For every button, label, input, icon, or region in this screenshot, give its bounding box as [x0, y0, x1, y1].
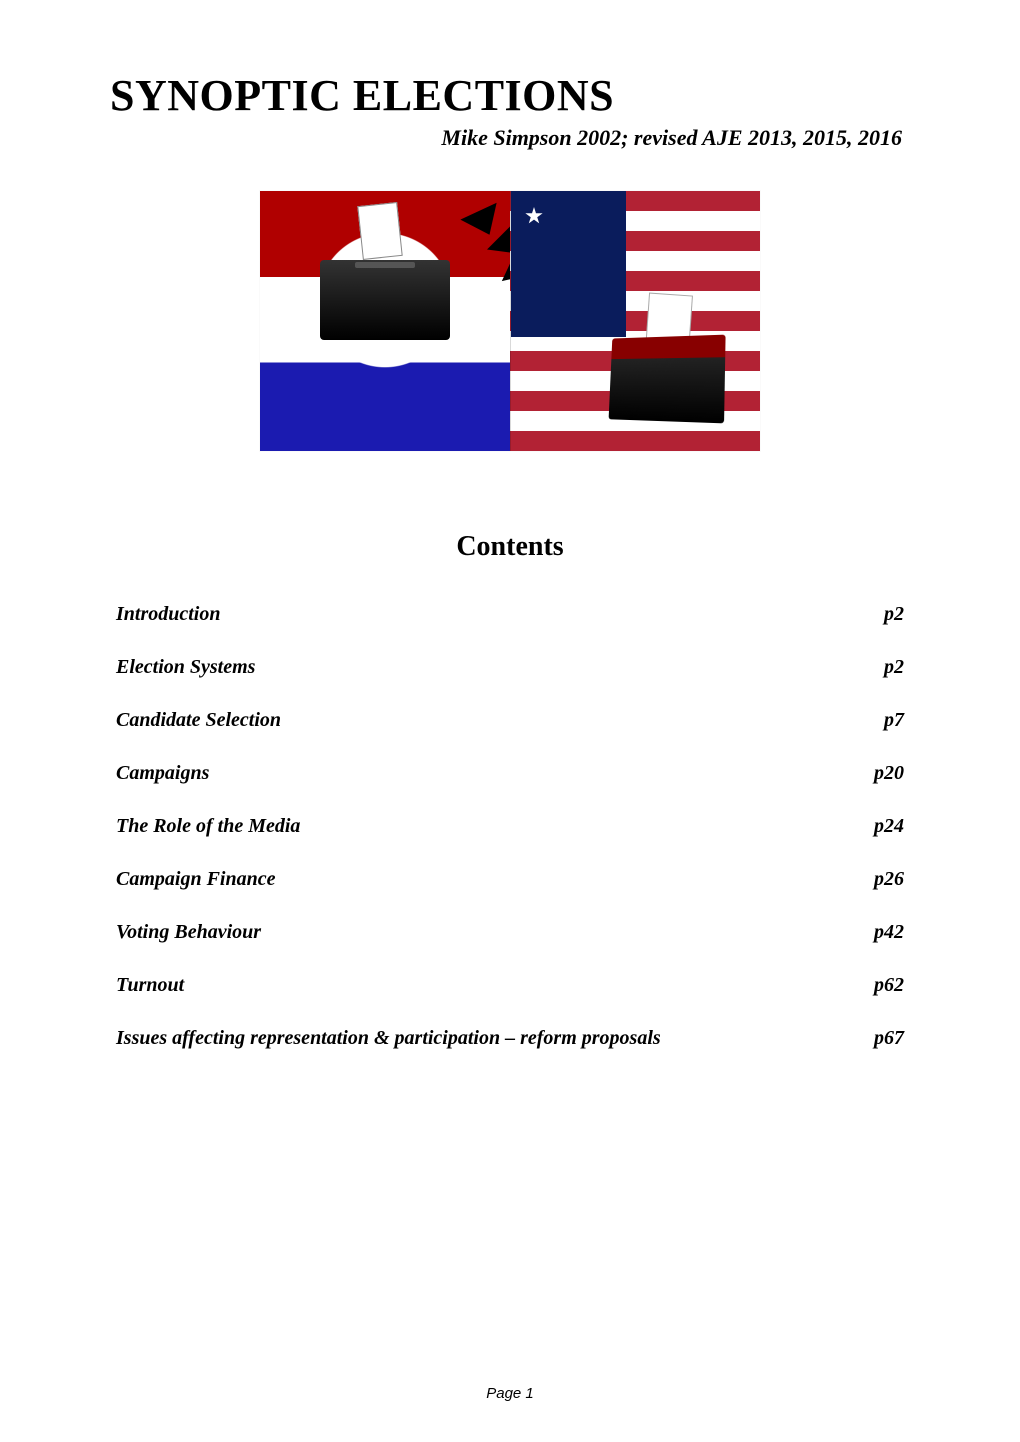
toc-page: p2 [834, 656, 904, 679]
toc-label: Issues affecting representation & partic… [116, 1027, 834, 1050]
toc-row: Introduction p2 [116, 603, 904, 626]
ballot-paper-icon [357, 202, 402, 260]
hero-composite [260, 191, 760, 451]
toc-row: Campaign Finance p26 [116, 868, 904, 891]
toc-row: Candidate Selection p7 [116, 709, 904, 732]
toc-label: Voting Behaviour [116, 921, 834, 944]
page-number: Page 1 [0, 1385, 1020, 1402]
ballot-box-icon [320, 240, 450, 340]
ballot-urn-icon [320, 260, 450, 340]
toc-label: Turnout [116, 974, 834, 997]
contents-heading: Contents [110, 531, 910, 563]
toc-label: Candidate Selection [116, 709, 834, 732]
toc-page: p20 [834, 762, 904, 785]
hero-right-panel [510, 191, 760, 451]
toc-row: The Role of the Media p24 [116, 815, 904, 838]
ballot-slot-icon [355, 262, 415, 268]
toc-label: Campaign Finance [116, 868, 834, 891]
toc-label: Introduction [116, 603, 834, 626]
toc-page: p2 [834, 603, 904, 626]
document-title: SYNOPTIC ELECTIONS [110, 70, 910, 121]
ballot-box-icon [609, 335, 726, 424]
toc-label: The Role of the Media [116, 815, 834, 838]
table-of-contents: Introduction p2 Election Systems p2 Cand… [110, 603, 910, 1050]
hero-illustration [110, 191, 910, 451]
toc-page: p67 [834, 1027, 904, 1050]
toc-row: Election Systems p2 [116, 656, 904, 679]
toc-row: Issues affecting representation & partic… [116, 1027, 904, 1050]
toc-row: Turnout p62 [116, 974, 904, 997]
toc-page: p42 [834, 921, 904, 944]
toc-row: Campaigns p20 [116, 762, 904, 785]
flag-canton [511, 191, 626, 337]
toc-page: p62 [834, 974, 904, 997]
toc-label: Election Systems [116, 656, 834, 679]
toc-row: Voting Behaviour p42 [116, 921, 904, 944]
hero-left-panel [260, 191, 510, 451]
document-subtitle: Mike Simpson 2002; revised AJE 2013, 201… [110, 125, 910, 151]
toc-page: p7 [834, 709, 904, 732]
toc-page: p24 [834, 815, 904, 838]
toc-page: p26 [834, 868, 904, 891]
toc-label: Campaigns [116, 762, 834, 785]
